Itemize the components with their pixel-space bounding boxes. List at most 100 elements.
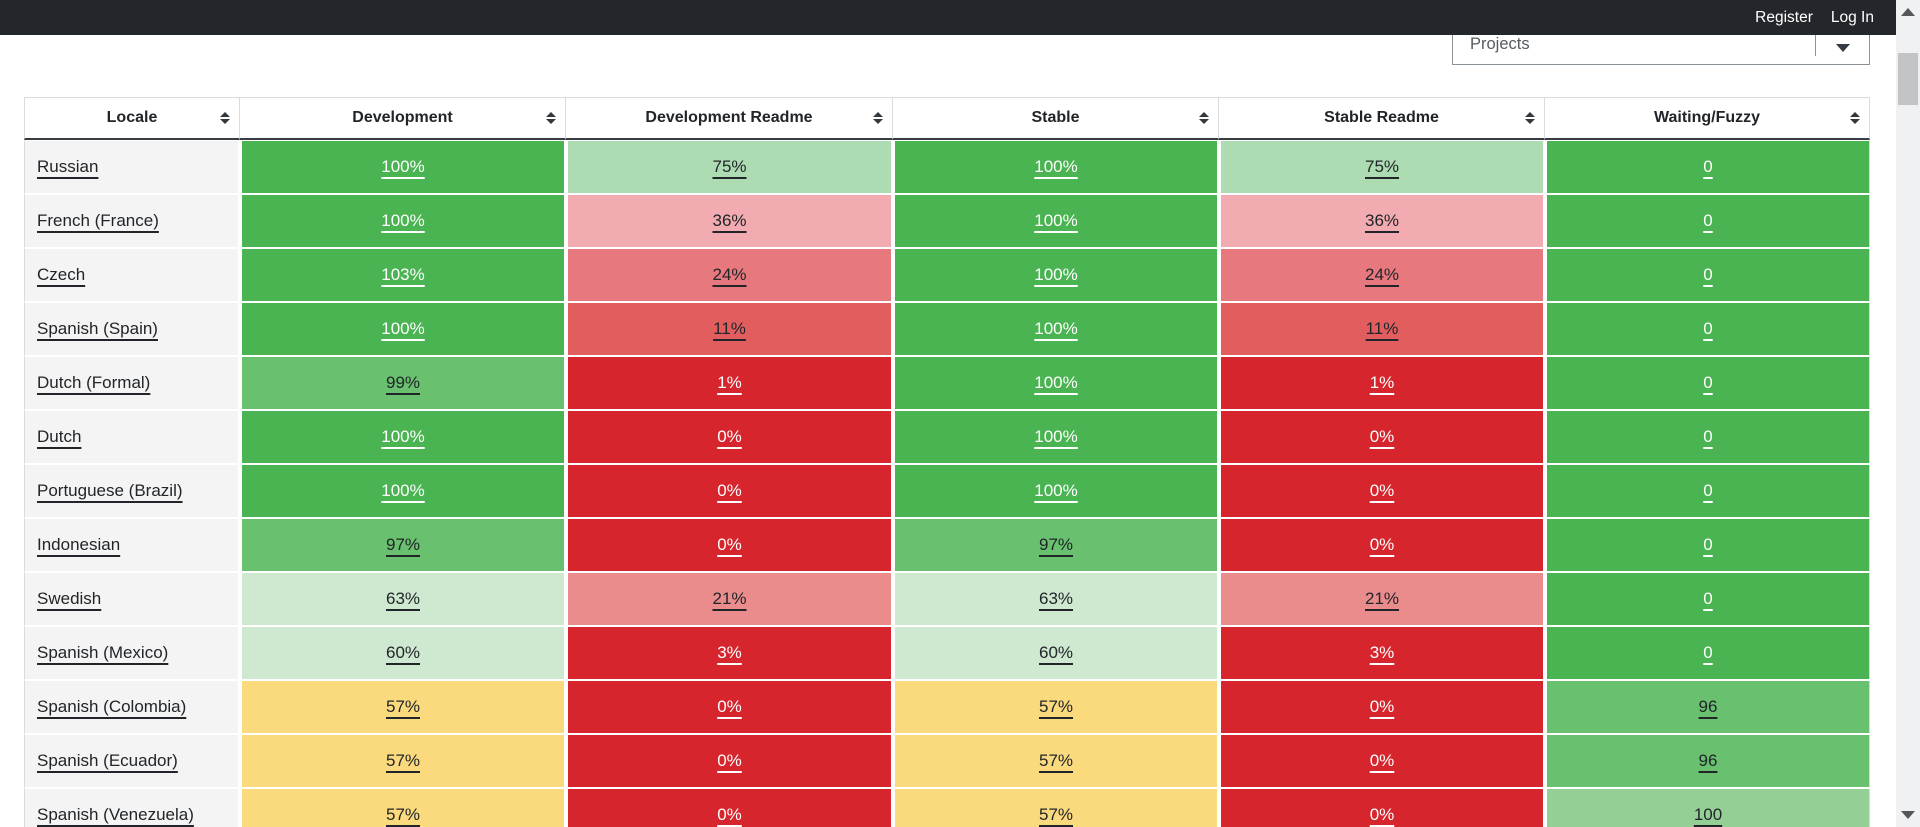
value-link[interactable]: 100% <box>1034 427 1078 446</box>
value-link[interactable]: 57% <box>385 751 421 770</box>
value-link[interactable]: 60% <box>385 643 421 662</box>
value-link[interactable]: 1% <box>717 373 742 392</box>
value-link[interactable]: 0% <box>717 481 742 500</box>
sort-icon[interactable] <box>1850 112 1860 124</box>
value-link[interactable]: 11% <box>713 319 746 338</box>
value-link[interactable]: 0% <box>717 751 742 770</box>
value-link[interactable]: 0 <box>1703 373 1713 392</box>
value-link[interactable]: 0 <box>1703 643 1713 662</box>
value-link[interactable]: 100% <box>1034 319 1078 338</box>
value-link[interactable]: 0 <box>1703 589 1713 608</box>
value-link[interactable]: 97% <box>385 535 421 554</box>
value-link[interactable]: 0% <box>1369 535 1395 554</box>
value-link[interactable]: 99% <box>385 373 421 392</box>
register-link[interactable]: Register <box>1755 8 1813 26</box>
column-header-locale[interactable]: Locale <box>24 97 240 140</box>
locale-link[interactable]: Swedish <box>37 589 102 608</box>
value-link[interactable]: 100 <box>1693 805 1723 824</box>
value-link[interactable]: 0% <box>717 427 742 446</box>
value-link[interactable]: 100% <box>1034 373 1078 392</box>
value-link[interactable]: 0% <box>717 805 742 824</box>
locale-link[interactable]: Spanish (Venezuela) <box>37 805 194 824</box>
locale-link[interactable]: Indonesian <box>37 535 121 554</box>
sort-icon[interactable] <box>873 112 883 124</box>
value-link[interactable]: 75% <box>1364 157 1400 176</box>
column-header-development-readme[interactable]: Development Readme <box>566 97 893 140</box>
value-link[interactable]: 3% <box>717 643 742 662</box>
value-link[interactable]: 3% <box>1369 643 1395 662</box>
value-link[interactable]: 1% <box>1369 373 1395 392</box>
scroll-up-button[interactable] <box>1896 0 1920 24</box>
sort-icon[interactable] <box>1525 112 1535 124</box>
value-link[interactable]: 0% <box>1369 805 1395 824</box>
value-link[interactable]: 0% <box>1369 751 1395 770</box>
sort-icon[interactable] <box>546 112 556 124</box>
locale-link[interactable]: Spanish (Ecuador) <box>37 751 178 770</box>
value-link[interactable]: 24% <box>1364 265 1400 284</box>
value-link[interactable]: 96 <box>1698 751 1718 770</box>
locale-link[interactable]: Dutch <box>37 427 82 446</box>
value-link[interactable]: 60% <box>1038 643 1074 662</box>
locale-link[interactable]: Dutch (Formal) <box>37 373 151 392</box>
value-link[interactable]: 0% <box>1369 697 1395 716</box>
column-header-stable-readme[interactable]: Stable Readme <box>1219 97 1545 140</box>
value-link[interactable]: 57% <box>1038 697 1074 716</box>
value-cell: 36% <box>566 194 893 248</box>
locale-link[interactable]: Czech <box>37 265 86 284</box>
value-link[interactable]: 0 <box>1703 535 1713 554</box>
value-link[interactable]: 0 <box>1703 481 1713 500</box>
value-link[interactable]: 63% <box>385 589 421 608</box>
value-link[interactable]: 100% <box>381 481 425 500</box>
value-link[interactable]: 36% <box>1364 211 1400 230</box>
login-link[interactable]: Log In <box>1830 8 1874 26</box>
value-link[interactable]: 97% <box>1038 535 1074 554</box>
column-header-stable[interactable]: Stable <box>893 97 1219 140</box>
column-header-waiting-fuzzy[interactable]: Waiting/Fuzzy <box>1545 97 1870 140</box>
value-link[interactable]: 75% <box>712 157 747 176</box>
vertical-scrollbar[interactable] <box>1896 0 1920 827</box>
locale-link[interactable]: Russian <box>37 157 99 176</box>
value-link[interactable]: 0 <box>1703 427 1713 446</box>
sort-icon[interactable] <box>1199 112 1209 124</box>
value-link[interactable]: 100% <box>1034 481 1078 500</box>
projects-select-value: Projects <box>1470 34 1530 53</box>
value-link[interactable]: 11% <box>1365 319 1399 338</box>
value-link[interactable]: 0% <box>717 697 742 716</box>
value-link[interactable]: 103% <box>381 265 425 284</box>
value-link[interactable]: 100% <box>381 157 425 176</box>
value-link[interactable]: 100% <box>381 319 425 338</box>
locale-link[interactable]: Spanish (Spain) <box>37 319 158 338</box>
locale-link[interactable]: Portuguese (Brazil) <box>37 481 183 500</box>
value-link[interactable]: 100% <box>381 427 425 446</box>
value-link[interactable]: 57% <box>1038 805 1074 824</box>
value-link[interactable]: 0 <box>1703 157 1713 176</box>
value-link[interactable]: 0 <box>1703 319 1713 338</box>
locale-link[interactable]: Spanish (Mexico) <box>37 643 169 662</box>
sort-icon[interactable] <box>220 112 230 124</box>
value-link[interactable]: 57% <box>385 805 421 824</box>
scrollbar-thumb[interactable] <box>1898 53 1918 105</box>
value-link[interactable]: 0% <box>1369 481 1395 500</box>
scroll-down-button[interactable] <box>1896 803 1920 827</box>
value-cell: 0% <box>566 680 893 734</box>
value-link[interactable]: 57% <box>1038 751 1074 770</box>
column-header-development[interactable]: Development <box>240 97 566 140</box>
value-link[interactable]: 63% <box>1038 589 1074 608</box>
locale-link[interactable]: Spanish (Colombia) <box>37 697 187 716</box>
chevron-down-icon[interactable] <box>1836 44 1850 52</box>
value-link[interactable]: 0% <box>1369 427 1395 446</box>
locale-link[interactable]: French (France) <box>37 211 159 230</box>
value-link[interactable]: 96 <box>1698 697 1718 716</box>
value-link[interactable]: 21% <box>1364 589 1400 608</box>
value-link[interactable]: 100% <box>1034 265 1078 284</box>
value-link[interactable]: 24% <box>712 265 747 284</box>
value-link[interactable]: 57% <box>385 697 421 716</box>
value-link[interactable]: 0 <box>1703 211 1713 230</box>
value-link[interactable]: 36% <box>712 211 747 230</box>
value-link[interactable]: 21% <box>712 589 747 608</box>
value-link[interactable]: 0% <box>717 535 742 554</box>
value-link[interactable]: 100% <box>1034 211 1078 230</box>
value-link[interactable]: 100% <box>381 211 425 230</box>
value-link[interactable]: 100% <box>1034 157 1078 176</box>
value-link[interactable]: 0 <box>1703 265 1713 284</box>
